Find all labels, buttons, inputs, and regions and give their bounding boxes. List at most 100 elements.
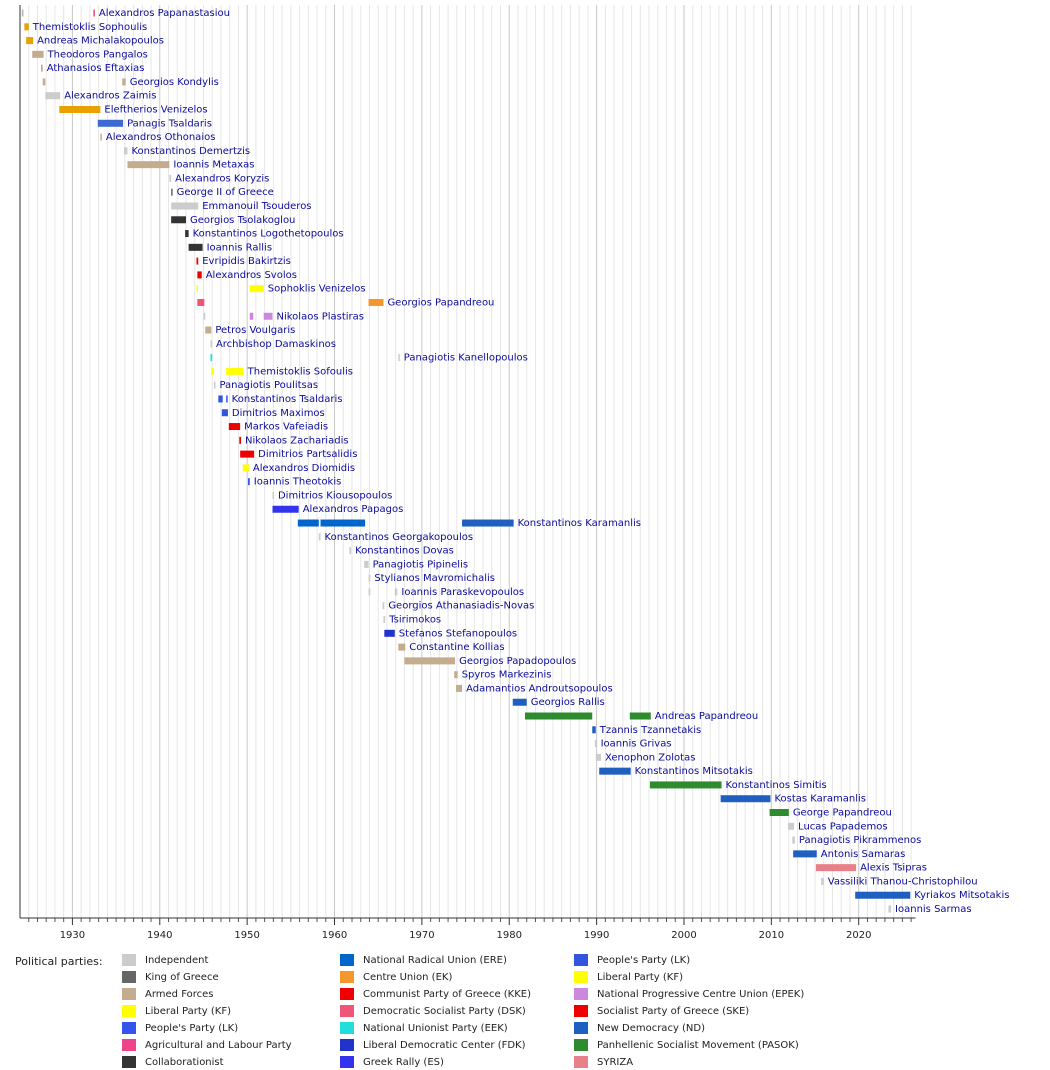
term-bar <box>211 367 214 375</box>
legend-swatch <box>340 1056 354 1068</box>
prime-minister-name: Ioannis Rallis <box>207 242 272 253</box>
term-bar <box>592 726 596 734</box>
prime-minister-name: Tzannis Tzannetakis <box>599 725 701 736</box>
legend-label: Armed Forces <box>145 989 213 1000</box>
legend-swatch <box>574 1005 588 1017</box>
term-bar <box>455 684 463 692</box>
x-tick-label: 1990 <box>584 930 609 941</box>
term-bar <box>349 547 352 555</box>
legend-swatch <box>574 1056 588 1068</box>
prime-minister-name: Alexandros Othonaios <box>106 132 216 143</box>
prime-minister-name: Konstantinos Mitsotakis <box>635 766 753 777</box>
prime-minister-name: Dimitrios Kiousopoulos <box>278 490 392 501</box>
term-bar <box>226 395 228 403</box>
prime-minister-name: Konstantinos Georgakopoulos <box>325 532 474 543</box>
prime-minister-name: Adamantios Androutsopoulos <box>466 683 613 694</box>
x-tick-label: 2020 <box>846 930 871 941</box>
legend-swatch <box>340 988 354 1000</box>
term-bar <box>221 409 228 417</box>
prime-minister-name: Constantine Kollias <box>409 642 504 653</box>
prime-minister-name: Markos Vafeiadis <box>244 422 328 433</box>
prime-minister-name: Xenophon Zolotas <box>605 752 695 763</box>
legend-swatch <box>574 1022 588 1034</box>
prime-minister-name: Alexandros Diomidis <box>253 463 355 474</box>
term-bar <box>249 312 254 320</box>
term-bar <box>210 340 212 348</box>
prime-minister-name: Panagis Tsaldaris <box>127 118 212 129</box>
prime-minister-name: Archbishop Damaskinos <box>216 339 336 350</box>
term-bar <box>228 423 241 431</box>
prime-minister-name: Georgios Athanasiadis-Novas <box>388 601 534 612</box>
term-bar <box>242 464 249 472</box>
legend-label: SYRIZA <box>597 1057 633 1068</box>
prime-minister-name: Konstantinos Dovas <box>355 546 454 557</box>
prime-minister-name: Evripidis Bakirtzis <box>202 256 291 267</box>
prime-minister-name: Kostas Karamanlis <box>774 794 866 805</box>
x-tick-label: 2010 <box>759 930 784 941</box>
legend-label: New Democracy (ND) <box>597 1023 705 1034</box>
term-bar <box>398 643 406 651</box>
legend-label: National Progressive Centre Union (EPEK) <box>597 989 804 1000</box>
prime-minister-name: Ioannis Grivas <box>601 739 672 750</box>
legend-label: National Unionist Party (EEK) <box>363 1023 508 1034</box>
prime-minister-name: Panagiotis Kanellopoulos <box>404 353 528 364</box>
term-bar <box>185 230 189 238</box>
legend-swatch <box>122 1056 136 1068</box>
prime-minister-name: George Papandreou <box>793 808 892 819</box>
legend-swatch <box>122 1039 136 1051</box>
legend-label: Socialist Party of Greece (SKE) <box>597 1006 749 1017</box>
x-tick-label: 1980 <box>497 930 522 941</box>
legend-swatch <box>122 1022 136 1034</box>
legend-swatch <box>340 954 354 966</box>
prime-minister-name: Dimitrios Partsalidis <box>258 449 357 460</box>
prime-minister-name: Ioannis Paraskevopoulos <box>401 587 524 598</box>
term-bar <box>398 354 400 362</box>
prime-minister-name: Themistoklis Sofoulis <box>247 366 353 377</box>
legend-label: Communist Party of Greece (KKE) <box>363 989 531 1000</box>
legend-label: Independent <box>145 955 208 966</box>
term-bar <box>368 574 371 582</box>
prime-minister-name: Dimitrios Maximos <box>232 408 325 419</box>
prime-minister-name: Eleftherios Venizelos <box>104 104 207 115</box>
legend-label: Democratic Socialist Party (DSK) <box>363 1006 526 1017</box>
prime-minister-name: Georgios Kondylis <box>130 77 219 88</box>
prime-minister-name: George II of Greece <box>177 187 274 198</box>
term-bar <box>368 298 384 306</box>
term-bar <box>45 92 61 100</box>
term-bar <box>240 450 255 458</box>
legend-swatch <box>340 1022 354 1034</box>
term-bar <box>127 161 170 169</box>
legend-label: Collaborationist <box>145 1057 224 1068</box>
prime-minister-name: Georgios Tsolakoglou <box>190 215 295 226</box>
term-bar <box>32 50 44 58</box>
term-bar <box>599 767 631 775</box>
prime-minister-name: Ioannis Sarmas <box>895 904 972 915</box>
term-bar <box>263 312 273 320</box>
grid: 1930 1940 1950 1960 1970 1980 1990 2000 2010 2020 <box>19 5 916 941</box>
prime-minister-name: Stefanos Stefanopoulos <box>399 628 517 639</box>
term-bar <box>24 23 29 31</box>
prime-minister-name: Alexandros Svolos <box>206 270 297 281</box>
legend-swatch <box>122 954 136 966</box>
term-bar <box>171 202 199 210</box>
legend-swatch <box>574 971 588 983</box>
prime-minister-name: Theodoros Pangalos <box>47 49 148 60</box>
prime-minister-name: Vassiliki Thanou-Christophilou <box>828 876 978 887</box>
term-bar <box>100 133 102 141</box>
prime-minister-name: Kyriakos Mitsotakis <box>914 890 1009 901</box>
prime-minister-name: Konstantinos Logothetopoulos <box>193 229 344 240</box>
term-bar <box>213 381 216 389</box>
legend-swatch <box>574 988 588 1000</box>
legend-swatch <box>340 971 354 983</box>
term-bar <box>382 602 385 610</box>
prime-minister-name: Petros Voulgaris <box>215 325 295 336</box>
prime-minister-name: Tsirimokos <box>388 615 441 626</box>
term-bar <box>26 37 34 45</box>
term-bar <box>769 809 789 817</box>
prime-minister-name: Andreas Papandreou <box>655 711 758 722</box>
term-bar <box>595 753 601 761</box>
term-bar <box>205 326 212 334</box>
term-bar <box>888 905 892 913</box>
prime-minister-name: Konstantinos Simitis <box>726 780 827 791</box>
legend-label: Panhellenic Socialist Movement (PASOK) <box>597 1040 799 1051</box>
